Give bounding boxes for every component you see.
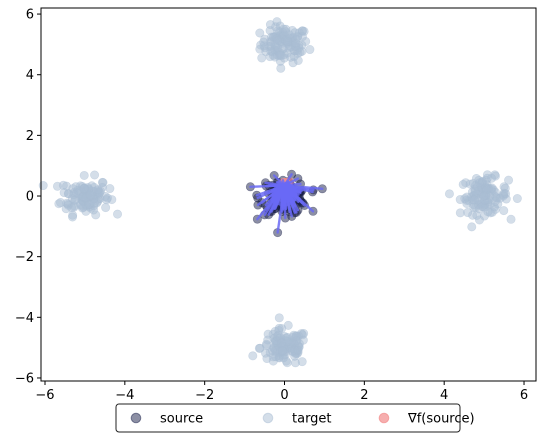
x-tick-label: −2	[195, 388, 214, 403]
target-point	[271, 352, 281, 362]
target-point	[289, 330, 299, 340]
target-point	[501, 189, 511, 199]
y-tick-label: 2	[26, 129, 34, 144]
target-point	[479, 191, 489, 201]
arrow-hub	[271, 182, 298, 207]
target-point	[444, 189, 454, 199]
target-point	[283, 320, 293, 330]
target-point	[278, 346, 288, 356]
plot-frame	[40, 7, 537, 382]
x-tick-label: 2	[360, 388, 368, 403]
legend-marker-2	[378, 412, 390, 424]
target-point	[69, 190, 79, 200]
target-point	[474, 215, 484, 225]
target-point	[295, 47, 305, 57]
legend-label-2: ∇f(source)	[407, 412, 475, 427]
target-point	[512, 194, 522, 204]
target-point	[90, 170, 100, 180]
target-point	[248, 351, 258, 361]
x-tick-label: 6	[520, 388, 528, 403]
target-point	[89, 198, 99, 208]
y-tick-label: −6	[15, 371, 34, 386]
target-point	[276, 51, 286, 61]
target-point	[257, 53, 267, 63]
target-point	[97, 177, 107, 187]
legend-marker-0	[130, 412, 142, 424]
points-layer	[38, 17, 522, 368]
target-point	[113, 209, 123, 219]
target-point	[261, 339, 271, 349]
x-tick-label: −6	[35, 388, 54, 403]
legend: source target ∇f(source)	[115, 403, 475, 433]
target-point	[485, 208, 495, 218]
target-point	[293, 32, 303, 42]
y-tick-label: 6	[26, 8, 34, 23]
y-tick-label: −4	[15, 311, 34, 326]
axes: −6 −4 −2 0 2 4 6 −6 −4 −2 0 2 4 6	[15, 7, 537, 403]
target-point	[465, 179, 475, 189]
target-point	[297, 357, 307, 367]
target-point	[76, 200, 86, 210]
target-point	[474, 178, 484, 188]
target-point	[101, 203, 111, 213]
target-point	[266, 46, 276, 56]
target-point	[281, 27, 291, 37]
target-point	[265, 20, 275, 30]
target-point	[277, 338, 287, 348]
legend-label-1: target	[292, 412, 332, 427]
target-point	[105, 184, 115, 194]
target-point	[259, 37, 269, 47]
y-tick-label: −2	[15, 250, 34, 265]
target-point	[56, 198, 66, 208]
x-tick-label: 4	[440, 388, 448, 403]
y-tick-label: 0	[26, 190, 34, 205]
target-point	[460, 194, 470, 204]
target-point	[506, 214, 516, 224]
legend-marker-1	[262, 412, 274, 424]
legend-label-0: source	[160, 412, 203, 427]
target-point	[467, 222, 477, 232]
target-point	[79, 170, 89, 180]
target-point	[85, 190, 95, 200]
y-tick-label: 4	[26, 68, 34, 83]
target-point	[79, 184, 89, 194]
legend-box	[115, 403, 461, 433]
target-point	[469, 202, 479, 212]
target-point	[282, 358, 292, 368]
target-point	[455, 208, 465, 218]
target-point	[38, 181, 48, 191]
target-point	[504, 175, 514, 185]
target-point	[101, 195, 111, 205]
target-point	[273, 36, 283, 46]
target-point	[499, 206, 509, 216]
target-point	[272, 331, 282, 341]
target-point	[274, 313, 284, 323]
target-point	[68, 212, 78, 222]
target-point	[255, 28, 265, 38]
target-point	[293, 345, 303, 355]
target-point	[58, 180, 68, 190]
target-point	[305, 45, 315, 55]
x-tick-label: 0	[280, 388, 288, 403]
target-point	[93, 185, 103, 195]
gradient-arrow	[287, 184, 324, 190]
x-tick-label: −4	[115, 388, 134, 403]
target-point	[282, 36, 292, 46]
target-point	[490, 196, 500, 206]
target-point	[286, 52, 296, 62]
